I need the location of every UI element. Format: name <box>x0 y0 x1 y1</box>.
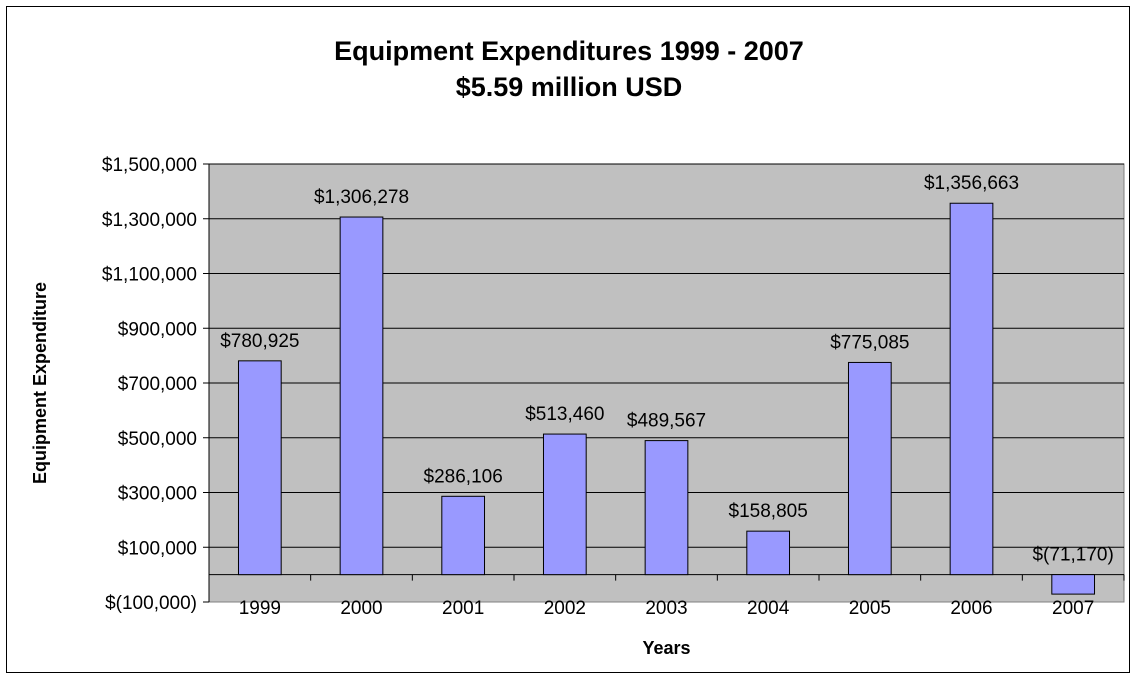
bar <box>1051 574 1096 595</box>
bar <box>441 495 486 576</box>
bar <box>542 433 587 576</box>
x-tick-label: 2004 <box>747 598 790 619</box>
data-label: $513,460 <box>525 404 604 425</box>
y-tick-label: $500,000 <box>118 429 197 450</box>
data-label: $780,925 <box>220 331 299 352</box>
x-tick-label: 2000 <box>340 598 382 619</box>
data-label: $1,306,278 <box>314 187 409 208</box>
y-tick-label: $1,100,000 <box>102 265 197 286</box>
bar <box>746 530 791 576</box>
bar <box>237 360 282 576</box>
y-axis-title: Equipment Expenditure <box>30 282 50 484</box>
x-tick-label: 1999 <box>239 598 281 619</box>
y-tick-label: $700,000 <box>118 374 197 395</box>
x-tick-label: 2007 <box>1052 598 1094 619</box>
data-label: $1,356,663 <box>924 173 1019 194</box>
x-tick-label: 2003 <box>645 598 687 619</box>
y-tick-label: $1,300,000 <box>102 210 197 231</box>
y-tick-label: $300,000 <box>118 484 197 505</box>
data-label: $775,085 <box>830 332 909 353</box>
chart-title: Equipment Expenditures 1999 - 2007 <box>334 36 804 66</box>
y-tick-label: $100,000 <box>118 538 197 559</box>
bar <box>644 440 689 576</box>
x-tick-label: 2002 <box>544 598 586 619</box>
bar <box>949 202 994 576</box>
x-axis-title: Years <box>642 638 690 658</box>
x-tick-label: 2006 <box>950 598 992 619</box>
y-tick-label: $1,500,000 <box>102 155 197 176</box>
x-tick-label: 2005 <box>849 598 891 619</box>
bar <box>847 361 892 576</box>
data-label: $286,106 <box>424 466 503 487</box>
data-label: $158,805 <box>729 501 808 522</box>
y-tick-label: $900,000 <box>118 319 197 340</box>
chart-subtitle: $5.59 million USD <box>455 72 683 102</box>
x-tick-label: 2001 <box>442 598 484 619</box>
bar <box>339 216 384 576</box>
y-tick-label: $(100,000) <box>105 593 197 614</box>
data-label: $489,567 <box>627 411 706 432</box>
data-label: $(71,170) <box>1032 545 1113 566</box>
